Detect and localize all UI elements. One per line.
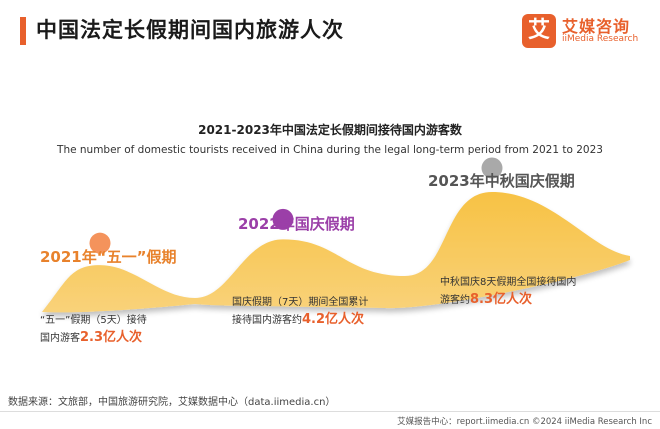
logo-mark-icon: 艾 <box>522 14 556 48</box>
footer-copyright: 艾媒报告中心：report.iimedia.cn ©2024 iiMedia R… <box>397 417 652 427</box>
point-label-2: 2022年国庆假期 <box>238 215 355 233</box>
logo-text-cn: 艾媒咨询 <box>562 17 631 36</box>
data-source: 数据来源：文旅部，中国旅游研究院，艾媒数据中心（data.iimedia.cn） <box>8 397 336 408</box>
title-accent-bar <box>20 17 26 45</box>
description-line: “五一”假期（5天）接待 <box>40 315 147 326</box>
chart-subtitle: The number of domestic tourists received… <box>57 144 603 156</box>
chart-title: 2021-2023年中国法定长假期间接待国内游客数 <box>198 123 462 137</box>
point-description-3: 中秋国庆8天假期全国接待国内 游客约8.3亿人次 <box>440 274 576 309</box>
point-marker-2 <box>272 208 294 230</box>
point-marker-3 <box>481 157 503 179</box>
logo-text-en: iiMedia Research <box>562 34 639 44</box>
description-prefix: 接待国内游客约 <box>232 315 302 326</box>
description-line: 国庆假期（7天）期间全国累计 <box>232 297 369 308</box>
header: 中国法定长假期间国内旅游人次 艾 艾媒咨询 iiMedia Research <box>0 0 660 60</box>
area-fill <box>42 192 630 313</box>
point-description-1: “五一”假期（5天）接待 国内游客2.3亿人次 <box>40 312 147 347</box>
page-title: 中国法定长假期间国内旅游人次 <box>36 18 344 42</box>
point-description-2: 国庆假期（7天）期间全国累计 接待国内游客约4.2亿人次 <box>232 294 368 329</box>
point-marker-1 <box>89 232 111 254</box>
data-value-label-3: 8.3亿人次 <box>470 292 533 307</box>
data-value-label-1: 2.3亿人次 <box>80 330 143 345</box>
footer-divider <box>0 411 660 412</box>
description-line: 中秋国庆8天假期全国接待国内 <box>440 277 577 288</box>
brand-logo: 艾 艾媒咨询 iiMedia Research <box>522 12 642 52</box>
point-label-3: 2023年中秋国庆假期 <box>428 172 575 190</box>
data-value-label-2: 4.2亿人次 <box>302 312 365 327</box>
description-prefix: 游客约 <box>440 295 470 306</box>
description-prefix: 国内游客 <box>40 333 80 344</box>
point-label-1: 2021年“五一”假期 <box>40 248 177 266</box>
